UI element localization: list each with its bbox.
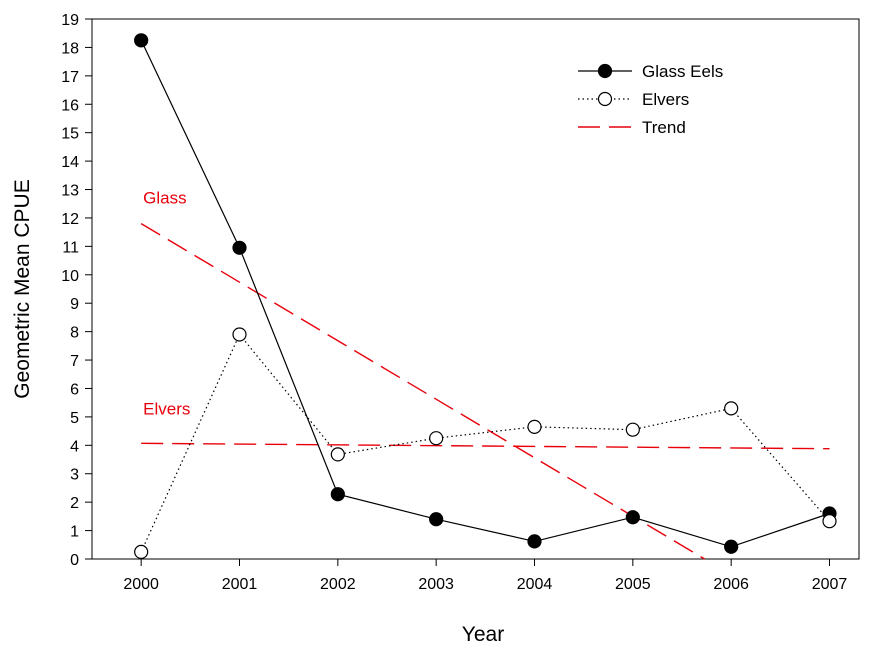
data-point — [625, 510, 640, 525]
data-point — [822, 514, 837, 529]
y-tick-label: 14 — [61, 154, 79, 171]
x-tick-label: 2004 — [517, 576, 553, 593]
trend-annotations: Glass Elvers — [143, 189, 190, 419]
x-tick-label: 2003 — [418, 576, 454, 593]
y-tick-label: 18 — [61, 40, 79, 57]
plot-area-border — [91, 18, 860, 560]
data-point — [134, 33, 149, 48]
trend-lines — [140, 223, 830, 560]
x-tick-label: 2005 — [615, 576, 651, 593]
x-axis: 2000 2001 2002 2003 2004 2005 2006 2007 — [123, 559, 847, 593]
legend-marker — [597, 91, 613, 107]
data-point — [527, 534, 542, 549]
y-tick-label: 19 — [61, 12, 79, 29]
data-point — [330, 487, 345, 502]
x-tick-label: 2000 — [123, 576, 159, 593]
data-point — [429, 431, 444, 446]
x-tick-label: 2001 — [222, 576, 258, 593]
data-point — [232, 240, 247, 255]
x-tick-label: 2007 — [812, 576, 848, 593]
legend-label: Elvers — [642, 90, 689, 109]
series-markers — [134, 33, 837, 559]
y-tick-label: 4 — [70, 438, 79, 455]
x-tick-label: 2002 — [320, 576, 356, 593]
y-tick-label: 12 — [61, 211, 79, 228]
legend-label: Trend — [642, 118, 686, 137]
y-tick-label: 13 — [61, 183, 79, 200]
data-point — [724, 401, 739, 416]
y-axis-title: Geometric Mean CPUE — [11, 179, 34, 398]
x-tick-label: 2006 — [713, 576, 749, 593]
data-point — [625, 422, 640, 437]
data-point — [232, 327, 247, 342]
y-tick-label: 15 — [61, 126, 79, 143]
y-tick-label: 16 — [61, 97, 79, 114]
legend-marker — [597, 63, 613, 79]
y-tick-label: 8 — [70, 325, 79, 342]
data-point — [724, 539, 739, 554]
y-tick-label: 2 — [70, 495, 79, 512]
y-tick-label: 5 — [70, 410, 79, 427]
y-tick-label: 6 — [70, 381, 79, 398]
plot-frame — [91, 18, 860, 560]
data-point — [429, 512, 444, 527]
data-point — [330, 447, 345, 462]
series-lines — [140, 40, 830, 553]
y-tick-label: 0 — [70, 552, 79, 569]
y-tick-label: 9 — [70, 296, 79, 313]
trend-label: Elvers — [143, 399, 190, 418]
y-tick-label: 17 — [61, 69, 79, 86]
legend-label: Glass Eels — [642, 62, 723, 81]
trend-line — [140, 223, 705, 560]
trend-line — [141, 442, 830, 450]
data-point — [134, 544, 149, 559]
data-point — [527, 419, 542, 434]
y-tick-label: 7 — [70, 353, 79, 370]
series-line — [140, 40, 830, 548]
y-tick-label: 11 — [62, 239, 79, 256]
legend: Glass Eels Elvers Trend — [578, 62, 723, 137]
series-line — [140, 333, 830, 553]
x-axis-title: Year — [462, 623, 504, 646]
y-tick-label: 3 — [70, 467, 79, 484]
y-tick-label: 1 — [70, 524, 79, 541]
trend-label: Glass — [143, 189, 186, 208]
y-tick-label: 10 — [61, 268, 79, 285]
